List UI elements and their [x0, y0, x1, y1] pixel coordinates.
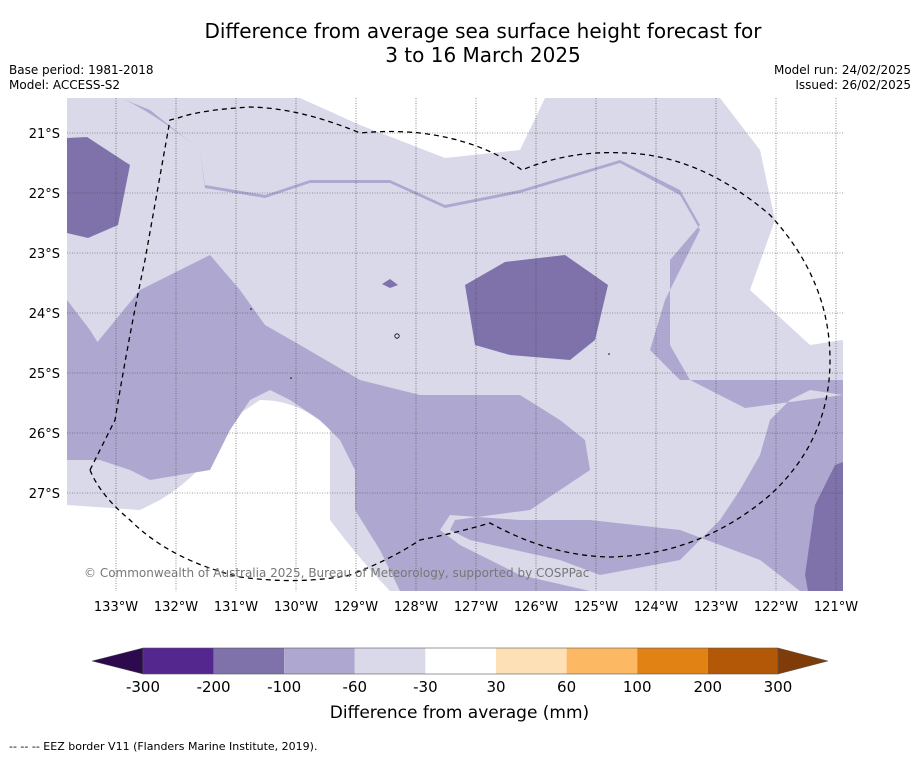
lon-label: 125°W — [574, 600, 618, 615]
lon-label: 127°W — [454, 600, 498, 615]
colorbar-tick: 60 — [557, 678, 576, 696]
eez-border — [89, 106, 831, 582]
lon-label: 126°W — [514, 600, 558, 615]
colorbar-bin — [566, 648, 638, 674]
lon-label: 132°W — [154, 600, 198, 615]
colorbar-tick: -60 — [343, 678, 368, 696]
colorbar-bin — [496, 648, 567, 674]
colorbar-bin — [284, 648, 355, 674]
colorbar-bin — [425, 648, 496, 674]
island-mark — [608, 353, 610, 355]
island-mark — [250, 308, 252, 310]
lat-label: 26°S — [29, 427, 60, 442]
lon-label: 124°W — [634, 600, 678, 615]
colorbar-tick: 200 — [693, 678, 722, 696]
copyright-text: © Commonwealth of Australia 2025, Bureau… — [84, 566, 589, 580]
colorbar-tick: 30 — [486, 678, 505, 696]
colorbar-outline — [142, 647, 779, 675]
colorbar-under-triangle — [91, 647, 144, 675]
contour-band-light — [67, 98, 843, 591]
contour-band-white-right — [720, 98, 843, 345]
colorbar-bin — [707, 648, 779, 674]
issued-date: Issued: 26/02/2025 — [795, 78, 911, 92]
lat-label: 27°S — [29, 487, 60, 502]
colorbar-ticks: -300 -200 -100 -60 -30 30 60 100 200 300 — [126, 678, 792, 696]
lat-labels: 21°S 22°S 23°S 24°S 25°S 26°S 27°S — [29, 127, 60, 502]
lat-gridlines — [67, 132, 843, 494]
colorbar: -300 -200 -100 -60 -30 30 60 100 200 300 — [91, 647, 829, 696]
contour-band-white-top — [175, 98, 545, 158]
colorbar-title: Difference from average (mm) — [329, 703, 590, 723]
eez-footnote: -- -- -- EEZ border V11 (Flanders Marine… — [9, 740, 318, 753]
base-period: Base period: 1981-2018 — [9, 63, 154, 77]
colorbar-over-triangle — [777, 647, 829, 675]
contour-band-dark-4 — [382, 279, 398, 288]
lat-label: 22°S — [29, 187, 60, 202]
colorbar-tick: -30 — [413, 678, 438, 696]
contour-band-dark-1 — [67, 137, 130, 238]
lon-label: 128°W — [394, 600, 438, 615]
island-mark — [290, 377, 292, 379]
lat-label: 23°S — [29, 247, 60, 262]
lat-label: 21°S — [29, 127, 60, 142]
lon-gridlines — [115, 98, 837, 591]
island-mark — [394, 333, 400, 339]
colorbar-tick: -300 — [126, 678, 160, 696]
model-name: Model: ACCESS-S2 — [9, 78, 121, 92]
model-run: Model run: 24/02/2025 — [773, 63, 911, 77]
lon-label: 123°W — [694, 600, 738, 615]
meta-left: Base period: 1981-2018 Model: ACCESS-S2 — [9, 63, 154, 93]
title-line-2: 3 to 16 March 2025 — [385, 43, 581, 67]
colorbar-tick: -100 — [267, 678, 301, 696]
lon-label: 133°W — [94, 600, 138, 615]
contour-band-medium — [67, 98, 843, 591]
chart-title: Difference from average sea surface heig… — [0, 19, 919, 67]
lat-label: 24°S — [29, 307, 60, 322]
lon-label: 121°W — [814, 600, 858, 615]
title-line-1: Difference from average sea surface heig… — [204, 19, 762, 43]
colorbar-tick: -200 — [197, 678, 231, 696]
lat-label: 25°S — [29, 367, 60, 382]
lon-label: 129°W — [334, 600, 378, 615]
lon-label: 131°W — [214, 600, 258, 615]
lon-label: 130°W — [274, 600, 318, 615]
colorbar-bin — [637, 648, 708, 674]
contour-band-dark-2 — [465, 255, 608, 360]
lon-labels: 133°W 132°W 131°W 130°W 129°W 128°W 127°… — [94, 600, 858, 615]
colorbar-bin — [213, 648, 285, 674]
lon-label: 122°W — [754, 600, 798, 615]
colorbar-bin — [354, 648, 426, 674]
contour-layer — [67, 98, 843, 591]
meta-right: Model run: 24/02/2025 Issued: 26/02/2025 — [774, 63, 911, 93]
colorbar-tick: 300 — [764, 678, 793, 696]
colorbar-bin — [143, 648, 214, 674]
contour-band-dark-3 — [805, 462, 843, 591]
colorbar-tick: 100 — [623, 678, 652, 696]
